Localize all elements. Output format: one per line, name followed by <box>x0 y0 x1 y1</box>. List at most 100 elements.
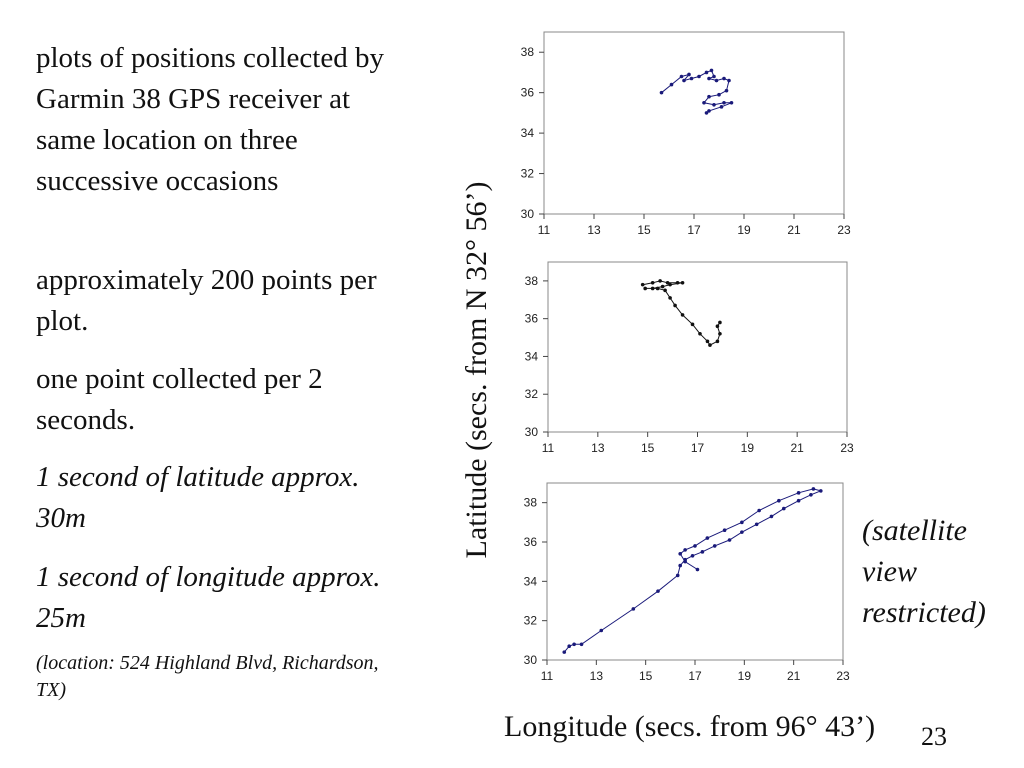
data-point <box>704 111 709 115</box>
data-point <box>656 589 660 593</box>
data-point <box>631 607 636 611</box>
data-point <box>712 544 717 548</box>
data-point <box>717 92 721 97</box>
bullet-latitude-scale: 1 second of latitude approx. 30m <box>36 461 360 534</box>
data-point <box>698 331 702 336</box>
x-axis-label: Longitude (secs. from 96° 43’) <box>504 710 876 743</box>
data-point <box>690 322 695 327</box>
data-point <box>697 74 701 79</box>
data-point <box>679 74 684 79</box>
data-point <box>690 553 695 558</box>
bullet-collection-rate: one point collected per 2 seconds. <box>36 363 323 436</box>
bullet-longitude-scale: 1 second of longitude approx. 25m <box>36 561 381 634</box>
x-tick-label: 11 <box>541 669 554 683</box>
data-point <box>705 536 710 540</box>
data-point <box>640 282 645 287</box>
data-point <box>680 313 685 317</box>
data-point <box>727 538 732 542</box>
data-point <box>757 508 761 513</box>
data-point <box>695 567 700 572</box>
data-point <box>722 100 726 105</box>
data-point <box>655 286 660 291</box>
data-point <box>707 94 711 99</box>
x-tick-label: 17 <box>691 441 705 455</box>
x-tick-label: 19 <box>737 223 751 237</box>
data-point <box>714 78 719 83</box>
data-point <box>719 105 724 109</box>
y-tick-label: 30 <box>521 207 535 221</box>
x-tick-label: 23 <box>837 223 851 237</box>
page-number: 23 <box>921 722 947 751</box>
data-point <box>718 320 722 325</box>
y-tick-label: 36 <box>525 312 539 326</box>
data-point <box>718 331 722 336</box>
x-tick-label: 11 <box>542 441 555 455</box>
data-point <box>665 280 670 285</box>
y-tick-label: 32 <box>525 387 539 401</box>
data-point <box>687 72 691 77</box>
data-point <box>675 280 680 285</box>
x-tick-label: 13 <box>591 441 605 455</box>
x-tick-label: 15 <box>637 223 651 237</box>
data-point <box>740 530 744 534</box>
data-point <box>689 76 694 81</box>
x-tick-label: 15 <box>641 441 655 455</box>
data-point <box>675 573 680 578</box>
bullet-points-per-plot: approximately 200 points per plot. <box>36 264 377 337</box>
x-tick-label: 23 <box>840 441 854 455</box>
data-point <box>796 491 801 495</box>
y-tick-label: 34 <box>524 574 538 588</box>
data-point <box>673 303 677 308</box>
data-point <box>740 520 744 525</box>
y-tick-label: 32 <box>524 614 538 628</box>
data-point <box>567 644 571 649</box>
bullet-plots-description: plots of positions collected by Garmin 3… <box>36 42 384 197</box>
x-tick-label: 17 <box>687 223 701 237</box>
data-point <box>712 103 716 107</box>
y-tick-label: 36 <box>521 86 535 100</box>
data-point <box>811 487 816 491</box>
y-tick-label: 30 <box>525 425 539 439</box>
data-point <box>722 76 726 81</box>
y-tick-label: 34 <box>521 126 535 140</box>
data-point <box>572 642 576 647</box>
data-point <box>683 559 687 564</box>
data-point <box>658 279 662 283</box>
y-tick-label: 34 <box>525 349 539 363</box>
x-tick-label: 15 <box>639 669 653 683</box>
data-point <box>754 522 759 527</box>
y-tick-label: 38 <box>525 274 539 288</box>
data-point <box>709 68 714 73</box>
data-point <box>705 339 710 344</box>
data-point <box>722 528 727 532</box>
data-point <box>729 100 734 105</box>
plot-frame <box>546 482 844 661</box>
x-tick-label: 21 <box>787 223 801 237</box>
data-point <box>579 642 584 647</box>
data-point <box>777 498 781 503</box>
data-point <box>707 109 711 113</box>
data-point <box>659 90 664 95</box>
data-point <box>809 493 813 497</box>
x-tick-label: 17 <box>688 669 702 683</box>
data-point <box>650 280 655 285</box>
data-point <box>796 498 801 503</box>
data-point <box>680 280 685 285</box>
data-point <box>682 78 686 83</box>
data-point <box>724 88 729 93</box>
data-point <box>712 74 716 79</box>
track-line <box>563 488 823 653</box>
y-tick-label: 32 <box>521 167 535 181</box>
y-tick-label: 38 <box>524 496 538 510</box>
data-point <box>715 339 720 344</box>
data-point <box>707 76 711 81</box>
y-tick-label: 38 <box>521 45 535 59</box>
x-tick-label: 19 <box>738 669 752 683</box>
data-point <box>715 324 720 329</box>
y-tick-label: 36 <box>524 535 538 549</box>
data-point <box>678 563 682 568</box>
data-point <box>819 489 823 493</box>
data-point <box>660 284 665 289</box>
